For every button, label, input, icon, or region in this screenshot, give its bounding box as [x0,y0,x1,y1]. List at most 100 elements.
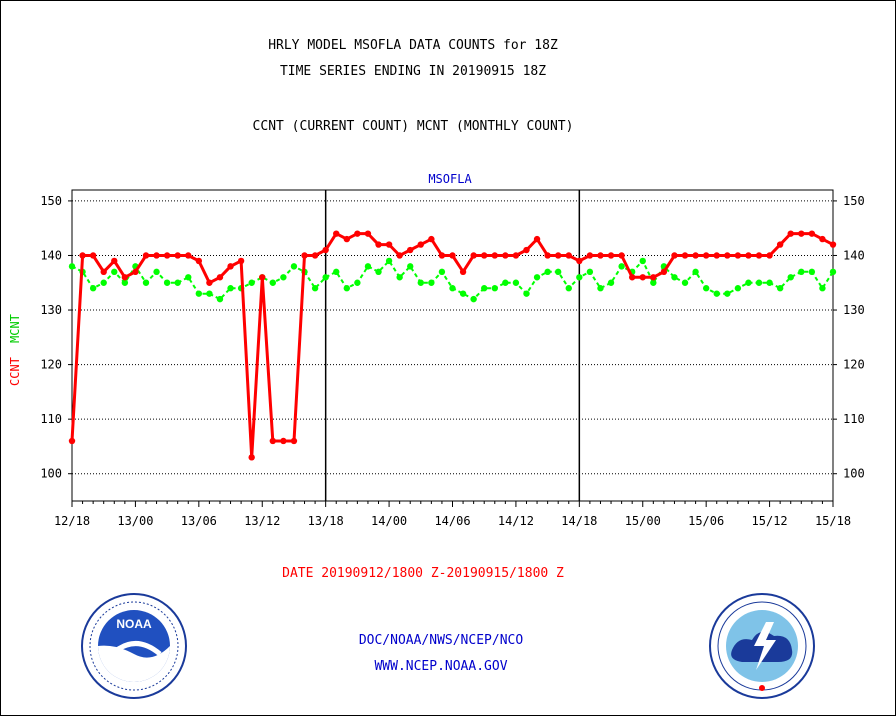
x-tick-label: 13/18 [308,514,344,528]
data-point-ccnt [470,252,477,259]
data-point-ccnt [206,279,213,286]
data-point-mcnt [396,274,403,281]
data-point-ccnt [734,252,742,259]
data-point-mcnt [607,279,615,286]
data-point-ccnt [322,246,329,254]
data-point-mcnt [745,279,752,286]
data-point-mcnt [755,279,763,286]
data-point-ccnt [68,437,76,445]
data-point-ccnt [576,257,583,265]
x-tick-label: 15/06 [688,514,724,528]
website-link[interactable]: WWW.NCEP.NOAA.GOV [374,659,508,674]
data-point-ccnt [343,235,351,243]
data-point-mcnt [269,279,277,286]
chart-title-line1: HRLY MODEL MSOFLA DATA COUNTS for 18Z [268,38,558,53]
data-point-ccnt [311,252,319,259]
data-point-ccnt [502,252,509,259]
data-point-ccnt [481,252,488,259]
data-point-ccnt [449,252,456,259]
data-point-ccnt [639,274,646,281]
data-point-ccnt [491,252,498,259]
data-point-ccnt [396,252,403,259]
data-point-ccnt [195,257,203,265]
x-tick-label: 15/12 [752,514,788,528]
data-point-mcnt [470,295,477,303]
data-point-mcnt [776,285,784,292]
data-point-ccnt [597,252,604,259]
data-point-ccnt [671,252,678,259]
data-point-mcnt [216,295,224,303]
data-point-ccnt [163,252,171,259]
data-point-ccnt [121,274,129,281]
data-point-ccnt [681,252,689,259]
x-tick-label: 15/18 [815,514,851,528]
y-tick-label-right: 150 [843,194,865,208]
x-tick-label: 14/06 [434,514,470,528]
data-point-ccnt [301,252,308,259]
data-point-ccnt [628,274,636,281]
data-point-mcnt [671,274,678,281]
data-point-mcnt [554,268,562,276]
data-point-mcnt [819,285,826,292]
data-point-mcnt [100,279,107,286]
data-point-mcnt [639,257,646,265]
data-point-ccnt [227,263,234,270]
data-point-ccnt [766,252,773,259]
data-point-ccnt [385,241,393,248]
data-point-ccnt [375,241,382,248]
y-tick-label-right: 100 [843,467,865,481]
noaa-logo[interactable]: NOAA [80,592,188,700]
x-tick-label: 13/00 [117,514,153,528]
data-point-mcnt [533,274,541,281]
data-point-mcnt [650,279,657,286]
data-point-ccnt [111,257,118,265]
data-point-mcnt [174,279,181,286]
data-point-mcnt [565,285,572,292]
data-point-ccnt [79,252,86,259]
data-point-mcnt [280,274,287,281]
data-point-mcnt [586,268,594,276]
noaa-logo-text: NOAA [116,617,152,631]
data-point-ccnt [290,437,298,445]
x-tick-label: 14/18 [561,514,597,528]
y-tick-label-right: 140 [843,248,865,262]
data-point-mcnt [227,285,234,292]
data-point-ccnt [565,252,572,259]
x-tick-label: 14/00 [371,514,407,528]
data-point-mcnt [89,285,97,292]
data-point-mcnt [333,268,340,276]
data-point-mcnt [713,290,720,297]
data-point-mcnt [185,274,192,281]
org-link[interactable]: DOC/NOAA/NWS/NCEP/NCO [358,633,524,648]
data-point-ccnt [417,241,424,248]
data-point-mcnt [354,279,361,286]
data-point-ccnt [280,437,287,445]
data-point-ccnt [438,252,446,259]
data-point-mcnt [798,268,805,276]
data-point-mcnt [68,263,76,270]
series-line-ccnt [70,231,834,458]
data-point-ccnt [745,252,752,259]
data-point-mcnt [163,279,171,286]
data-point-mcnt [195,290,203,297]
data-point-ccnt [512,252,520,259]
x-tick-label: 15/00 [625,514,661,528]
data-point-ccnt [829,241,837,248]
data-point-mcnt [787,274,794,281]
data-point-ccnt [174,252,181,259]
data-point-ccnt [428,235,435,243]
data-point-ccnt [89,252,97,259]
data-point-mcnt [375,268,382,276]
nws-logo[interactable] [708,592,816,700]
data-point-mcnt [808,268,816,276]
data-point-mcnt [459,290,467,297]
data-point-ccnt [607,252,615,259]
y-tick-label-right: 110 [843,412,865,426]
y-tick-label: 130 [40,303,62,317]
data-point-mcnt [311,285,319,292]
data-point-ccnt [269,437,277,445]
data-point-ccnt [407,246,414,254]
data-point-mcnt [491,285,498,292]
data-point-mcnt [248,279,255,286]
